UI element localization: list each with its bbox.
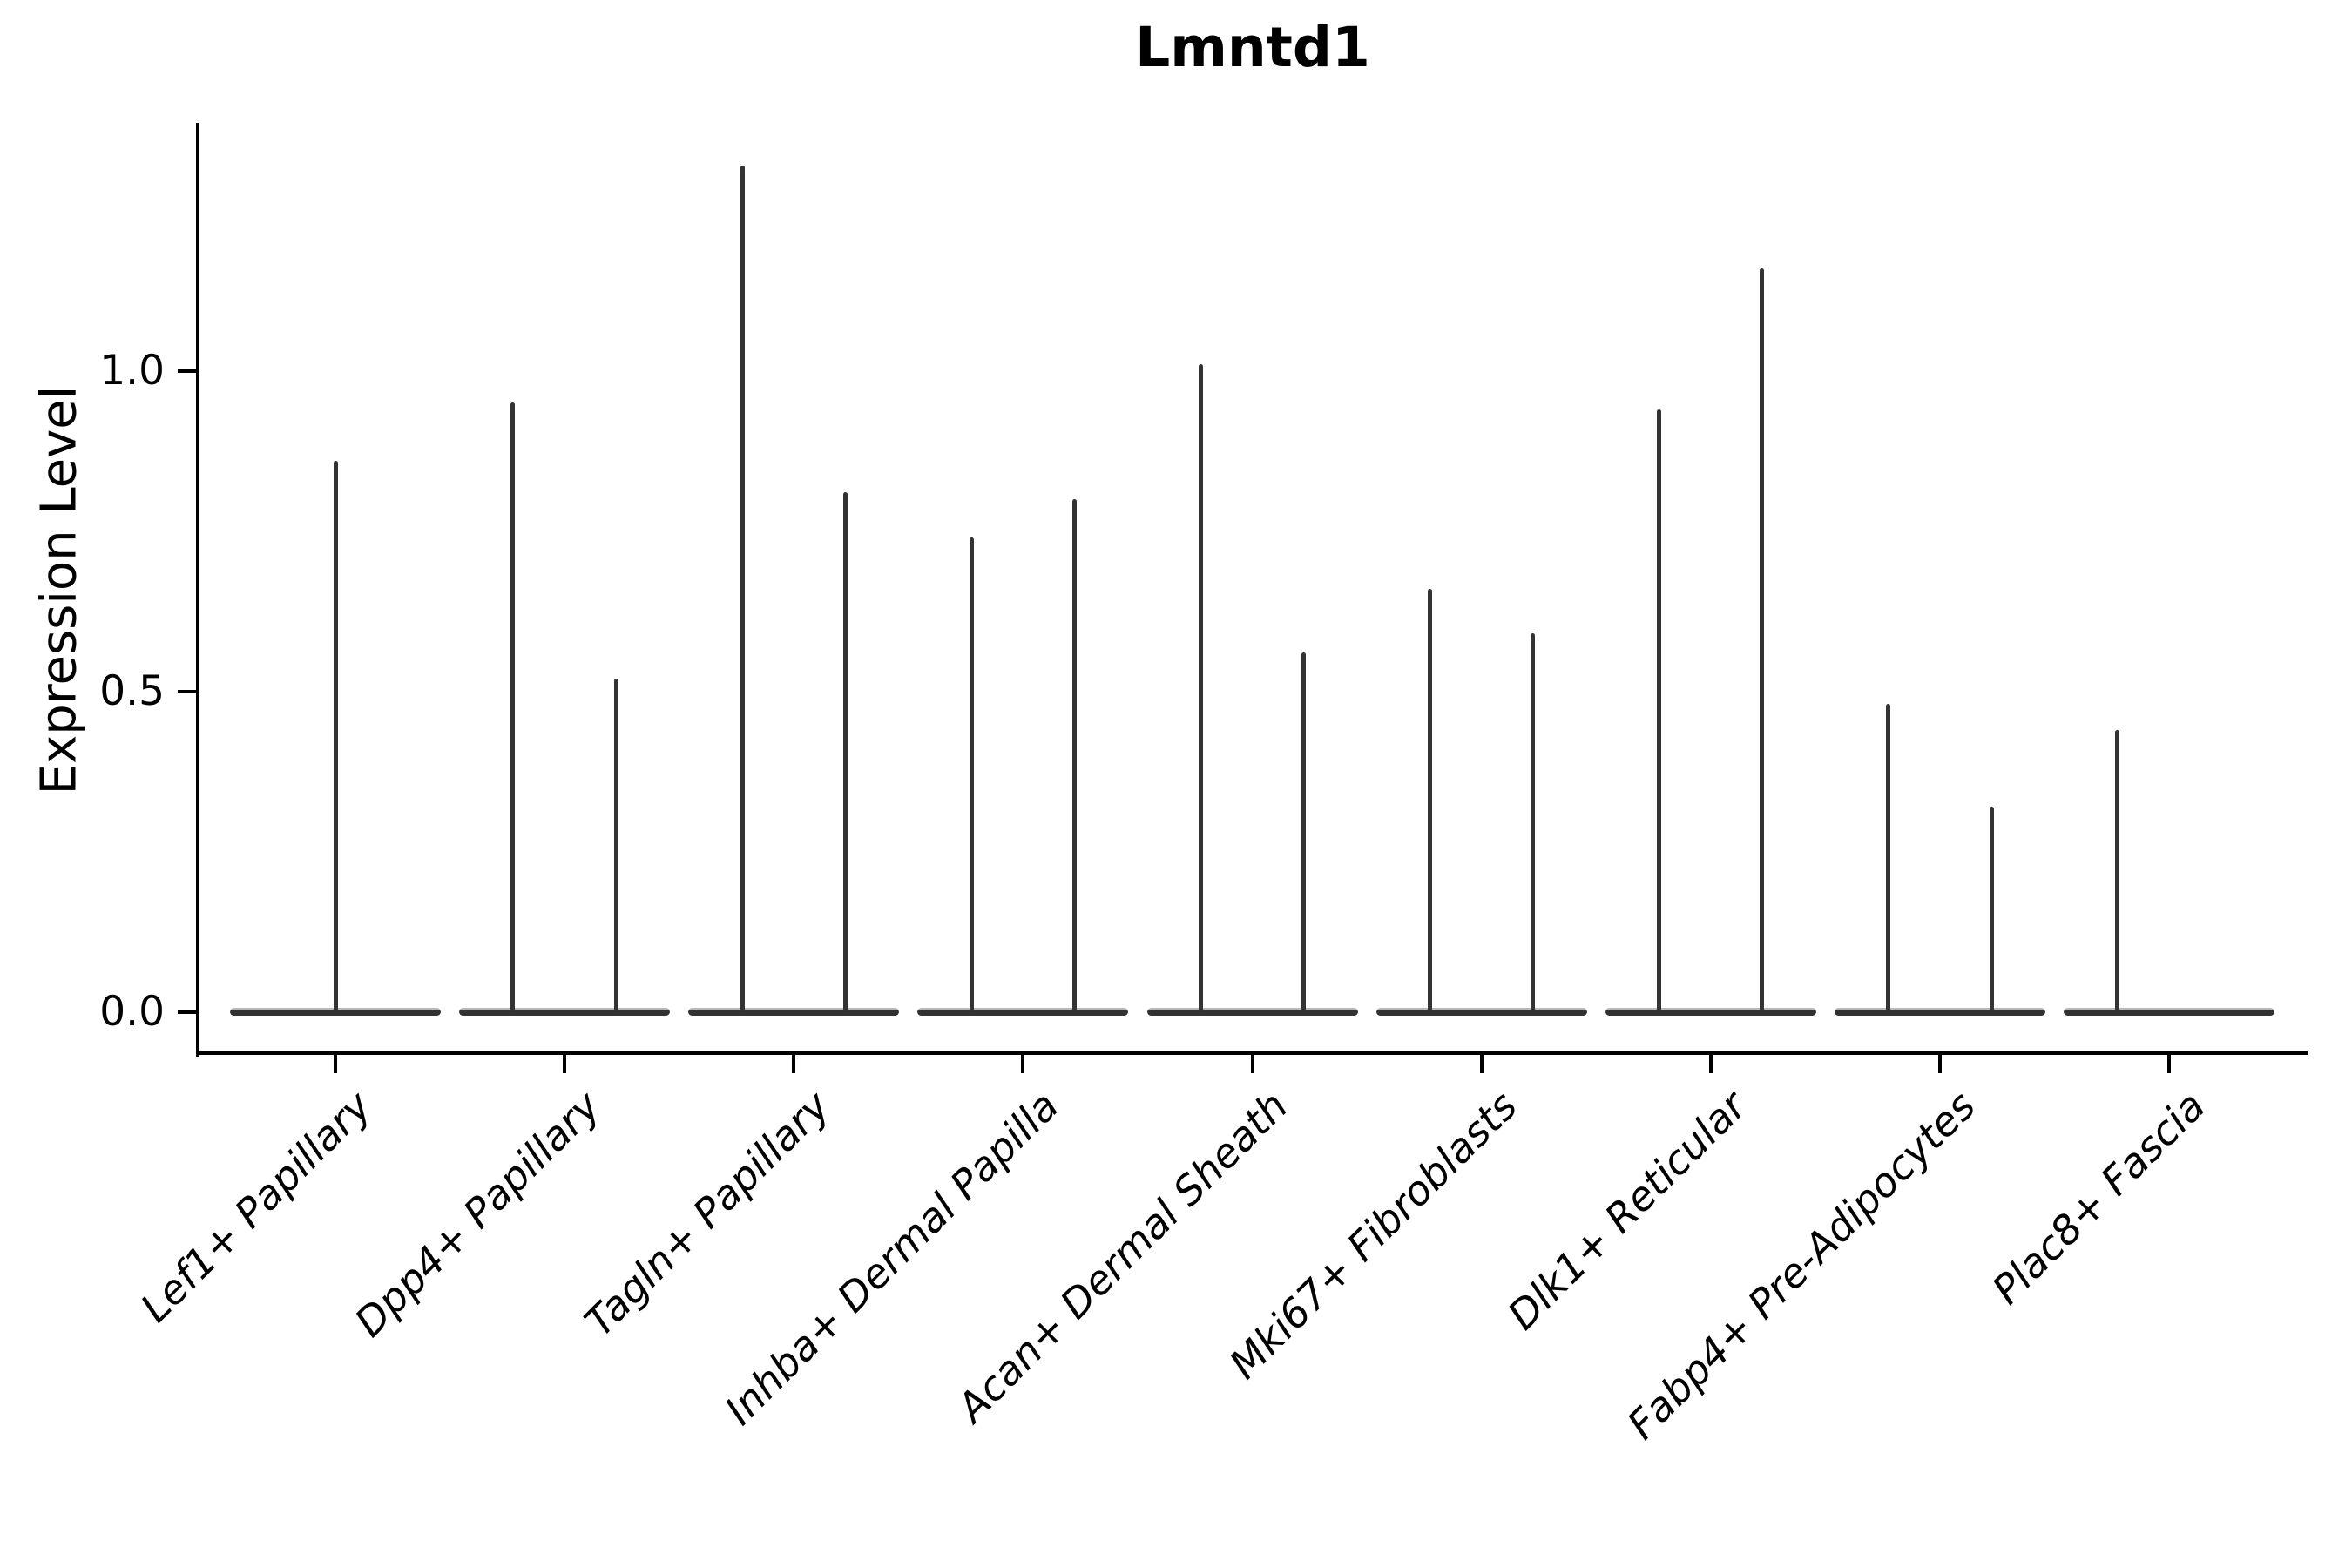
y-tick-label: 0.0 — [99, 987, 165, 1036]
x-tick — [1937, 1055, 1942, 1073]
violin-body — [917, 1008, 1129, 1016]
x-tick-label: Dlk1+ Reticular — [1498, 1082, 1756, 1339]
x-tick — [334, 1055, 337, 1073]
violin-spike — [333, 460, 338, 1012]
violin-body — [1834, 1008, 2045, 1016]
violin-spike — [740, 165, 745, 1012]
x-tick-label: Tagln+ Papillary — [575, 1082, 839, 1346]
violin-body — [2064, 1008, 2275, 1016]
y-axis-label: Expression Level — [30, 385, 88, 795]
x-tick — [792, 1055, 796, 1073]
violin-spike — [1301, 652, 1307, 1012]
violin-body — [1146, 1008, 1358, 1016]
x-tick-label: Dpp4+ Papillary — [345, 1082, 610, 1346]
violin-spike — [1531, 633, 1536, 1012]
x-axis-line — [196, 1051, 2308, 1055]
violin-spike — [1072, 498, 1078, 1012]
violin-spike — [613, 678, 618, 1012]
x-tick — [2167, 1055, 2172, 1073]
violin-body — [1375, 1008, 1587, 1016]
x-tick — [563, 1055, 567, 1073]
y-tick — [178, 689, 196, 693]
violin-spike — [1760, 267, 1765, 1012]
x-tick — [1021, 1055, 1025, 1073]
violin-spike — [969, 537, 974, 1012]
violin-spike — [1989, 806, 1994, 1012]
violin-spike — [2115, 729, 2120, 1012]
violin-spike — [1198, 364, 1203, 1012]
violin-spike — [1886, 704, 1891, 1012]
x-tick — [1479, 1055, 1484, 1073]
violin-body — [459, 1008, 671, 1016]
x-tick — [1250, 1055, 1254, 1073]
violin-spike — [842, 492, 848, 1012]
y-tick-label: 0.5 — [99, 666, 165, 715]
y-tick — [178, 1010, 196, 1014]
violin-spike — [510, 402, 516, 1012]
x-tick-label: Lef1+ Papillary — [131, 1082, 381, 1332]
violin-body — [1605, 1008, 1816, 1016]
violin-body — [688, 1008, 900, 1016]
violin-spike — [1427, 588, 1432, 1012]
chart-title: Lmntd1 — [1135, 16, 1370, 79]
violin-spike — [1657, 409, 1662, 1012]
x-tick-label: Plac8+ Fascia — [1983, 1082, 2214, 1314]
y-tick-label: 1.0 — [99, 346, 165, 395]
x-tick — [1708, 1055, 1713, 1073]
y-tick — [178, 368, 196, 373]
y-axis-line — [196, 123, 199, 1057]
